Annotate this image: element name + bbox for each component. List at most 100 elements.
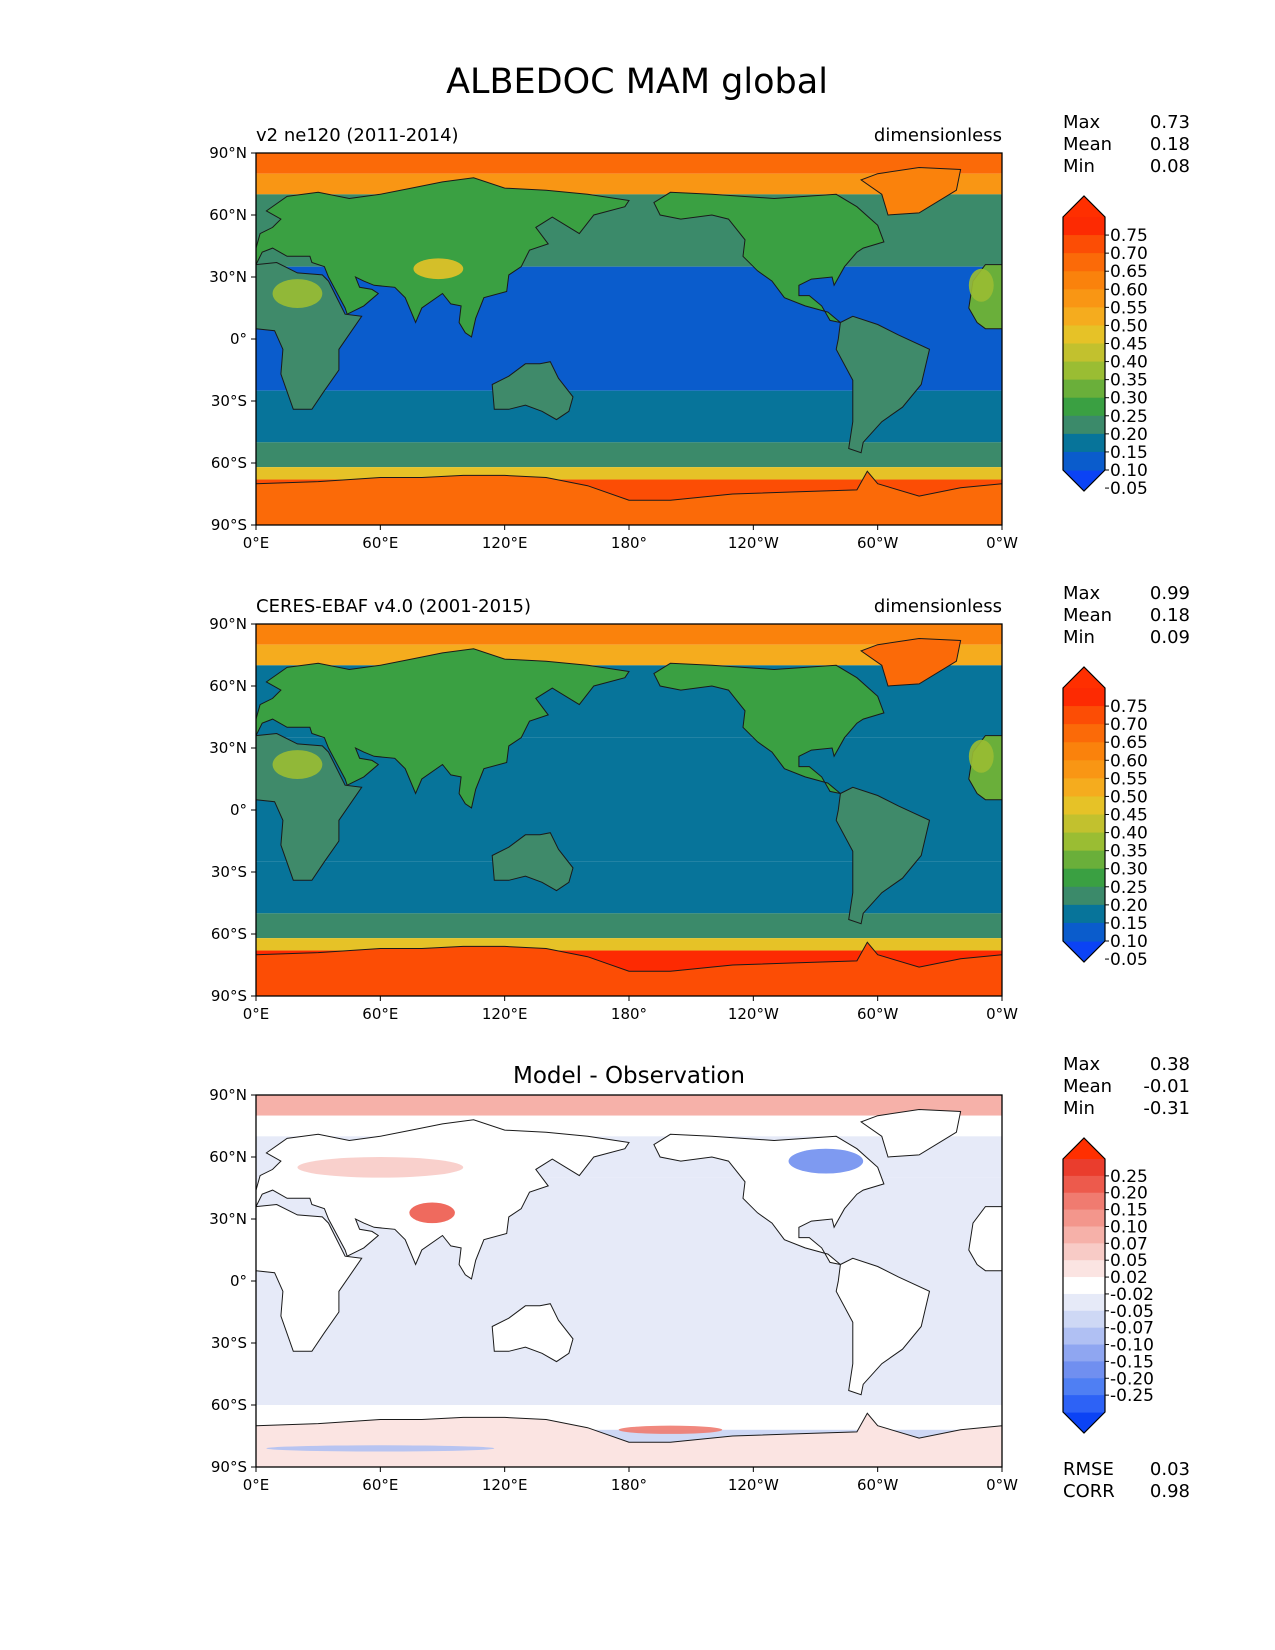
y-tick-label: 60°S [211, 1396, 247, 1414]
colorbar-swatch [1063, 922, 1105, 942]
x-tick-label: 120°E [482, 1005, 528, 1023]
colorbar-swatch [1063, 814, 1105, 834]
y-tick-label: 0° [230, 330, 247, 348]
colorbar-swatch [1063, 1310, 1105, 1329]
panel-left-title: v2 ne120 (2011-2014) [256, 125, 459, 146]
colorbar-swatch [1063, 271, 1105, 290]
colorbar-tick-label: -0.05 [1110, 1302, 1154, 1322]
y-tick-label: 30°S [211, 392, 247, 410]
colorbar-tick-label: 0.70 [1110, 715, 1148, 735]
zonal-band-1 [256, 153, 1002, 174]
colorbar-tick-label: 0.10 [1110, 932, 1148, 952]
stat-value: 0.99 [1150, 583, 1190, 604]
land-south-america [835, 786, 931, 925]
stat-value: 0.08 [1150, 156, 1190, 177]
colorbar-extend-max [1063, 196, 1105, 217]
x-tick-label: 120°E [482, 1476, 528, 1494]
colorbar-tick-label: 0.45 [1110, 806, 1148, 826]
colorbar-tick-label: 0.02 [1110, 1268, 1148, 1288]
y-tick-label: 30°N [209, 1210, 247, 1228]
zonal-band-1 [256, 624, 1002, 645]
land-africa [256, 1203, 363, 1352]
colorbar-swatch [1063, 760, 1105, 779]
colorbar-tick-label: 0.50 [1110, 787, 1148, 807]
colorbar-extend-min [1063, 470, 1105, 491]
colorbar-swatch [1063, 289, 1105, 308]
x-tick-label: 60°W [857, 534, 899, 552]
zonal-band-6 [256, 442, 1002, 468]
panel-center-title: Model - Observation [513, 1063, 745, 1089]
colorbar-swatch [1063, 361, 1105, 381]
x-tick-label: 0°W [986, 1476, 1018, 1494]
colorbar-tick-label: 0.40 [1110, 824, 1148, 844]
x-tick-label: 120°W [728, 534, 779, 552]
stat-label: Mean [1063, 134, 1112, 155]
colorbar-extend-min [1063, 941, 1105, 962]
y-tick-label: 30°S [211, 863, 247, 881]
colorbar-swatch [1063, 796, 1105, 816]
field-anomaly-2 [968, 739, 994, 773]
zonal-band-7 [256, 467, 1002, 480]
y-tick-label: 0° [230, 1272, 247, 1290]
stat-label: Max [1063, 1054, 1101, 1075]
metric-label: CORR [1063, 1481, 1115, 1502]
land-africa-west [968, 1206, 1002, 1272]
colorbar-swatch [1063, 451, 1105, 471]
x-tick-label: 120°W [728, 1005, 779, 1023]
y-tick-label: 60°N [209, 1148, 247, 1166]
colorbar-swatch [1063, 778, 1105, 798]
panel-units-label: dimensionless [874, 125, 1002, 146]
land-eurasia [256, 177, 630, 338]
colorbar-tick-label: 0.65 [1110, 262, 1148, 282]
colorbar-tick-label: 0.20 [1110, 896, 1148, 916]
colorbar-swatch [1063, 433, 1105, 453]
colorbar-tick-label: 0.10 [1110, 1217, 1148, 1237]
colorbar-tick-label: 0.70 [1110, 244, 1148, 264]
colorbar-swatch [1063, 1344, 1105, 1362]
colorbar-swatch [1063, 1395, 1105, 1413]
field-anomaly-3 [968, 268, 994, 302]
colorbar-outline [1062, 1137, 1106, 1434]
colorbar-swatch [1063, 1209, 1105, 1228]
colorbar-tick-label: 0.60 [1110, 280, 1148, 300]
land-australia [491, 1303, 574, 1363]
y-tick-label: 90°S [211, 1458, 247, 1476]
x-tick-label: 60°W [857, 1005, 899, 1023]
colorbar: 0.250.200.150.100.070.050.02-0.02-0.05-0… [1062, 1137, 1154, 1434]
panel-units-label: dimensionless [874, 596, 1002, 617]
colorbar-tick-label: 0.50 [1110, 316, 1148, 336]
colorbar-extend-max [1063, 1138, 1105, 1159]
panel-3: 0°E 60°E 120°E 180° 120°W 60°W 0°W 90°N 60°N 30°N… [209, 1054, 1190, 1502]
stat-label: Max [1063, 112, 1101, 133]
colorbar-extend-max [1063, 667, 1105, 688]
colorbar-swatch [1063, 307, 1105, 327]
land-antarctica [256, 941, 1002, 996]
metric-value: 0.98 [1150, 1481, 1190, 1502]
field-anomaly-4 [618, 1425, 723, 1434]
colorbar-tick-label: 0.75 [1110, 697, 1148, 717]
land-antarctica [256, 1412, 1002, 1467]
y-tick-label: 60°N [209, 677, 247, 695]
colorbar-tick-label: 0.07 [1110, 1234, 1148, 1254]
y-tick-label: 60°S [211, 454, 247, 472]
x-tick-label: 180° [611, 534, 647, 552]
colorbar-swatch [1063, 1361, 1105, 1379]
stat-value: 0.18 [1150, 605, 1190, 626]
field-anomaly-1 [409, 1202, 455, 1224]
colorbar-tick-label: 0.20 [1110, 425, 1148, 445]
x-tick-label: 0°E [243, 1005, 270, 1023]
colorbar-swatch [1063, 1159, 1105, 1177]
colorbar-swatch [1063, 379, 1105, 399]
y-tick-label: 30°S [211, 1334, 247, 1352]
colorbar-tick-label: 0.20 [1110, 1184, 1148, 1204]
colorbar-tick-label: 0.25 [1110, 1167, 1148, 1187]
colorbar-tick-label: 0.15 [1110, 443, 1148, 463]
x-tick-label: 60°E [362, 534, 398, 552]
y-tick-label: 90°S [211, 516, 247, 534]
stat-label: Mean [1063, 1076, 1112, 1097]
colorbar-tick-label: 0.30 [1110, 389, 1148, 409]
y-tick-label: 90°S [211, 987, 247, 1005]
metric-value: 0.03 [1150, 1459, 1190, 1480]
colorbar-tick-label: 0.25 [1110, 878, 1148, 898]
y-tick-label: 90°N [209, 615, 247, 633]
